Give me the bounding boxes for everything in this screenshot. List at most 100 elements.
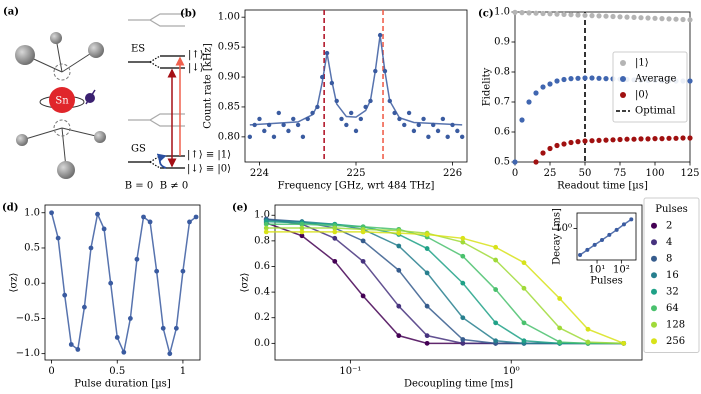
- data-point: [82, 304, 87, 310]
- data-point: [263, 221, 269, 227]
- data-point: [659, 136, 665, 142]
- data-point: [141, 214, 146, 220]
- data-point: [406, 110, 412, 116]
- data-point: [557, 339, 563, 345]
- gray-levels: [128, 113, 185, 127]
- y-tick-label: 0.8: [494, 67, 510, 78]
- y-axis-label: Fidelity: [482, 67, 493, 106]
- data-point: [460, 340, 466, 346]
- data-point: [554, 142, 560, 149]
- data-point: [607, 232, 612, 237]
- data-point: [160, 325, 166, 331]
- data-point: [332, 225, 338, 231]
- data-point: [596, 13, 602, 19]
- data-point: [360, 229, 366, 235]
- legend-marker: [651, 239, 657, 246]
- data-point: [134, 256, 140, 262]
- data-point: [416, 122, 421, 128]
- data-point: [332, 258, 338, 264]
- data-point: [396, 303, 402, 309]
- data-point: [617, 136, 623, 143]
- data-point: [257, 116, 262, 122]
- x-tick-label: 10²: [613, 265, 630, 276]
- x-axis-label: Readout time [µs]: [557, 181, 648, 192]
- state-label: |↑⟩ ≡ |1⟩: [187, 150, 231, 161]
- data-point: [262, 128, 267, 134]
- data-point: [575, 139, 581, 145]
- data-point: [585, 339, 591, 345]
- data-point: [540, 150, 546, 156]
- data-point: [263, 229, 269, 235]
- data-point: [624, 136, 630, 142]
- data-point: [440, 116, 446, 122]
- data-point: [585, 247, 590, 252]
- data-point: [88, 245, 94, 251]
- legend-marker: [651, 305, 657, 312]
- data-point: [521, 338, 527, 344]
- data-point: [554, 78, 560, 84]
- x-tick-label: 25: [544, 168, 557, 179]
- data-point: [396, 333, 402, 339]
- data-point: [547, 11, 553, 17]
- data-point: [173, 325, 179, 331]
- data-point: [582, 12, 588, 18]
- gray-levels: [128, 13, 185, 27]
- legend-marker: [651, 222, 657, 229]
- series-line: [266, 223, 624, 345]
- data-point: [154, 268, 160, 274]
- x-axis-label: Pulse duration [µs]: [74, 379, 171, 390]
- y-tick-label: 0.85: [218, 101, 240, 112]
- y-tick-label: 0.0: [254, 338, 270, 349]
- data-point: [493, 244, 499, 250]
- legend-label: Average: [634, 74, 677, 85]
- data-point: [424, 232, 430, 237]
- data-point: [652, 136, 658, 142]
- data-point: [617, 14, 623, 20]
- spin-arrow: [85, 89, 96, 105]
- data-point: [101, 226, 107, 232]
- data-point: [533, 10, 539, 16]
- data-point: [55, 235, 61, 241]
- data-point: [512, 159, 518, 165]
- data-point: [360, 258, 366, 264]
- y-tick-label: 0.5: [494, 157, 510, 168]
- legend-marker: [651, 321, 657, 328]
- data-point: [460, 239, 466, 245]
- legend-marker: [651, 255, 657, 262]
- legend-box: [612, 51, 688, 123]
- x-tick-label: 75: [614, 168, 627, 179]
- data-point: [187, 219, 192, 225]
- x-axis-label: Pulses: [590, 276, 623, 287]
- data-point: [276, 110, 281, 116]
- carbon: [16, 134, 28, 146]
- data-point: [596, 75, 602, 81]
- data-point: [445, 134, 450, 140]
- spin-flip-arrow: [156, 153, 167, 169]
- data-point: [263, 225, 269, 231]
- legend-label: |0⟩: [635, 90, 649, 101]
- plot-frame: [44, 204, 201, 361]
- data-point: [75, 347, 81, 352]
- carbon: [88, 42, 104, 58]
- y-tick-label: 0.2: [254, 312, 270, 323]
- gs-split: [149, 155, 161, 169]
- data-point: [300, 134, 306, 140]
- data-point: [460, 235, 466, 241]
- panel-label: (d): [2, 203, 18, 214]
- legend-label: 32: [666, 286, 679, 297]
- data-point: [493, 338, 499, 344]
- data-point: [533, 159, 539, 165]
- data-point: [62, 292, 68, 298]
- data-point: [582, 138, 588, 144]
- data-point: [561, 76, 567, 83]
- data-point: [589, 75, 595, 81]
- x-tick-label: 0: [512, 168, 518, 179]
- data-point: [557, 296, 563, 301]
- carbon: [94, 131, 106, 143]
- data-point: [512, 9, 518, 15]
- panel-label: (e): [232, 203, 248, 214]
- x-tick-label: 226: [443, 168, 462, 179]
- legend-label: 4: [666, 237, 672, 248]
- data-point: [610, 137, 616, 143]
- data-point: [533, 90, 539, 96]
